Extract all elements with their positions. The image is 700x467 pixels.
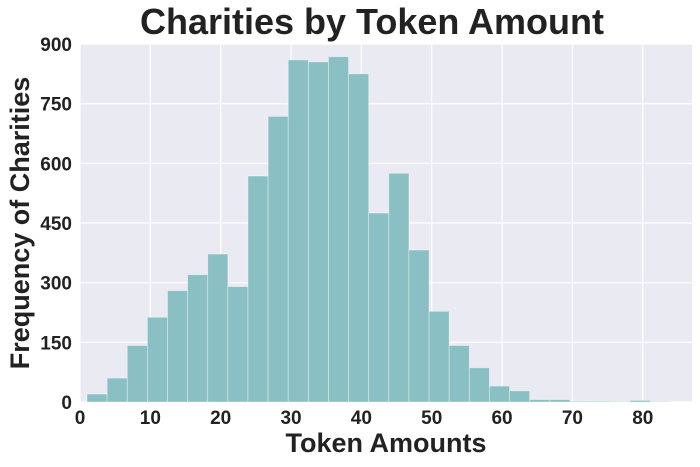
histogram-bar <box>86 393 108 403</box>
y-tick-label: 300 <box>40 274 72 295</box>
histogram-bar <box>549 399 571 403</box>
histogram-bar <box>227 286 249 403</box>
histogram-bar <box>589 400 611 403</box>
y-tick-label: 450 <box>40 214 72 235</box>
y-tick-label: 150 <box>40 333 72 354</box>
x-tick-label: 10 <box>140 408 161 429</box>
histogram-bar <box>509 390 531 403</box>
histogram-bar <box>106 377 128 403</box>
x-tick-label: 60 <box>491 408 512 429</box>
x-tick-label: 40 <box>351 408 372 429</box>
histogram-bar <box>468 367 490 403</box>
y-tick-label: 0 <box>61 393 72 414</box>
histogram-bar <box>328 56 349 403</box>
histogram-bar <box>247 175 269 403</box>
chart-title: Charities by Token Amount <box>140 1 604 42</box>
histogram-bar <box>408 249 430 403</box>
bars <box>86 56 671 403</box>
y-tick-labels: 0 150 300 450 600 750 900 <box>40 35 72 414</box>
histogram-bar <box>448 345 470 403</box>
x-tick-label: 0 <box>75 408 86 429</box>
histogram-bar <box>307 61 329 403</box>
histogram-bar <box>167 290 189 403</box>
histogram-bar <box>529 399 551 403</box>
x-tick-label: 20 <box>210 408 231 429</box>
x-tick-label: 30 <box>280 408 301 429</box>
histogram-bar <box>348 73 370 403</box>
histogram-bar <box>187 274 209 403</box>
histogram-bar <box>146 316 168 403</box>
y-tick-label: 900 <box>40 35 72 56</box>
histogram-bar <box>428 310 450 403</box>
x-tick-labels: 0 10 20 30 40 50 60 70 80 <box>75 408 654 429</box>
x-tick-label: 50 <box>421 408 442 429</box>
y-axis-title: Frequency of Charities <box>5 77 35 370</box>
y-tick-label: 750 <box>40 95 72 116</box>
histogram-bar <box>267 115 289 403</box>
histogram-bar <box>207 253 229 403</box>
histogram-bar <box>368 212 390 403</box>
histogram-bar <box>569 400 591 403</box>
histogram-bar <box>126 345 148 403</box>
y-tick-label: 600 <box>40 154 72 175</box>
histogram-bar <box>388 172 410 403</box>
x-tick-label: 70 <box>562 408 583 429</box>
histogram-bar <box>629 400 651 403</box>
histogram-bar <box>489 385 510 403</box>
x-axis-title: Token Amounts <box>286 428 487 458</box>
histogram-bar <box>287 59 309 403</box>
x-tick-label: 80 <box>632 408 653 429</box>
